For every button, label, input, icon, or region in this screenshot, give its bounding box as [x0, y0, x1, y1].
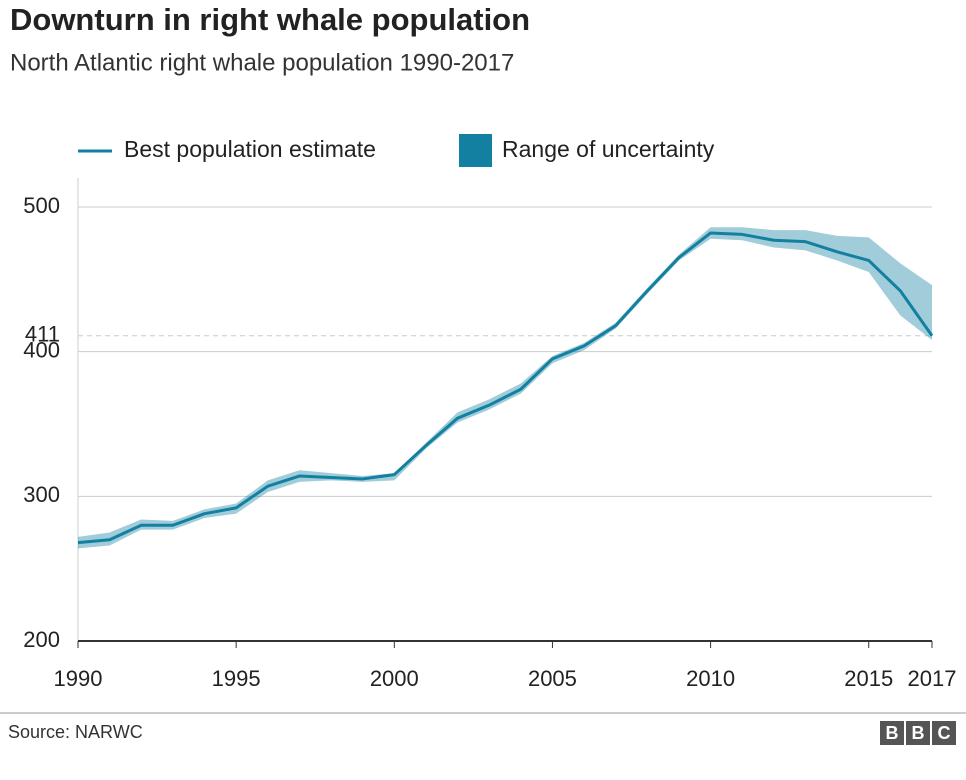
chart-subtitle: North Atlantic right whale population 19…	[10, 49, 514, 76]
logo-letter: C	[938, 723, 951, 743]
legend-label: Best population estimate	[124, 136, 376, 162]
x-tick-label: 2005	[528, 666, 577, 691]
reference-label: 411	[25, 322, 60, 347]
y-tick-label: 300	[23, 482, 60, 507]
y-tick-label: 200	[23, 627, 60, 652]
legend-swatch	[459, 134, 492, 167]
estimate-line	[77, 231, 934, 545]
x-tick-label: 2015	[844, 666, 893, 691]
uncertainty-band	[78, 227, 932, 549]
logo-letter: B	[886, 723, 899, 743]
legend-label: Range of uncertainty	[502, 136, 715, 162]
logo-block	[906, 721, 930, 745]
y-tick-label: 400	[23, 337, 60, 362]
x-tick-label: 2000	[370, 666, 419, 691]
y-tick-label: 500	[23, 193, 60, 218]
logo-block	[880, 721, 904, 745]
chart-title: Downturn in right whale population	[10, 2, 530, 37]
x-tick-label: 2017	[908, 666, 957, 691]
x-tick-label: 1990	[54, 666, 103, 691]
logo-letter: B	[912, 723, 925, 743]
logo-block	[932, 721, 956, 745]
x-tick-label: 2010	[686, 666, 735, 691]
source: Source: NARWC	[8, 722, 143, 742]
x-tick-label: 1995	[212, 666, 261, 691]
